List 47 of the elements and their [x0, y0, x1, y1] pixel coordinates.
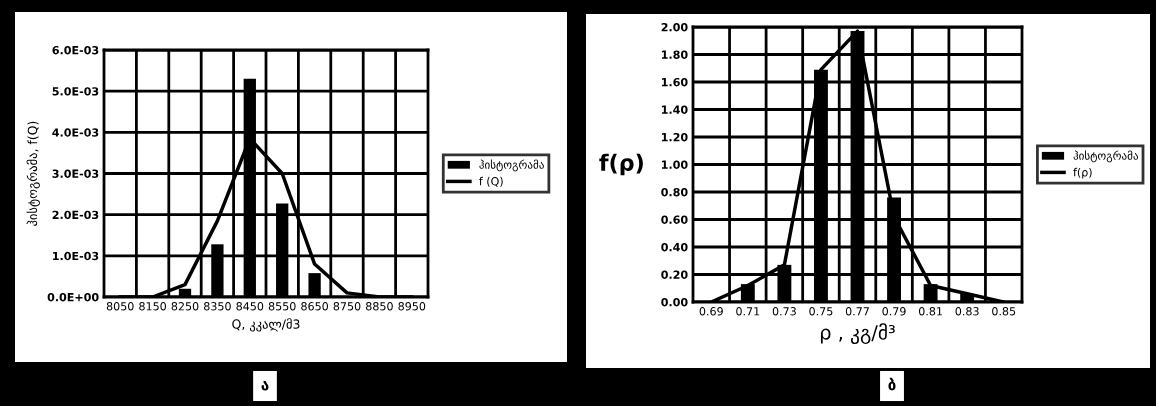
legend-label: f(ρ)	[1073, 167, 1092, 179]
text: ბ	[888, 377, 896, 391]
x-tick-label: 0.71	[736, 307, 760, 316]
y-tick-label: 2.0E-03	[52, 210, 99, 220]
x-tick-label: 8250	[171, 302, 199, 311]
x-tick-label: 8650	[301, 302, 328, 311]
y-tick-label: 1.20	[661, 132, 688, 142]
x-tick-label: 8950	[398, 302, 426, 311]
y-axis-title: f(ρ)	[599, 153, 643, 176]
x-tick-label: 8450	[236, 302, 264, 311]
x-tick-label: 8550	[268, 302, 296, 311]
x-tick-label: 0.75	[809, 307, 833, 316]
x-tick-label: 8850	[366, 302, 393, 311]
x-axis-title: ρ , კგ/მ³	[820, 323, 895, 345]
y-tick-label: 1.0E-03	[53, 251, 99, 261]
y-tick-label: 6.0E-03	[52, 45, 99, 55]
x-tick-label: 8150	[139, 302, 166, 311]
y-axis-title: ჰისტოგრამა, f(Q)	[26, 121, 40, 226]
y-tick-label: 0.60	[661, 215, 688, 224]
legend-label: ჰისტოგრამა	[479, 159, 544, 172]
x-tick-label: 0.83	[955, 307, 979, 316]
y-tick-label: 0.20	[661, 270, 688, 279]
x-tick-label: 0.77	[845, 307, 869, 316]
y-tick-label: 1.80	[661, 50, 688, 59]
y-tick-label: 2.00	[661, 22, 688, 32]
legend-label: ჰისტოგრამა	[1073, 150, 1139, 163]
y-tick-label: 0.0E+00	[47, 292, 99, 302]
y-tick-label: 4.0E-03	[52, 128, 99, 137]
y-tick-label: 5.0E-03	[52, 87, 99, 96]
x-tick-label: 0.69	[699, 307, 723, 316]
x-tick-label: 8750	[333, 302, 361, 311]
legend-label: f (Q)	[479, 176, 503, 187]
x-tick-label: 8350	[204, 302, 231, 311]
x-axis-title: Q, კკალ/მ3	[232, 318, 300, 332]
y-tick-label: 1.40	[661, 105, 688, 114]
y-tick-label: 1.60	[661, 77, 688, 87]
x-tick-label: 0.79	[882, 307, 906, 316]
x-tick-label: 0.73	[772, 307, 796, 316]
y-tick-label: 1.00	[661, 160, 688, 169]
x-tick-label: 8050	[106, 302, 134, 311]
text: ა	[261, 381, 269, 391]
y-tick-label: 3.0E-03	[52, 169, 99, 178]
x-tick-label: 0.81	[918, 307, 942, 316]
y-tick-label: 0.40	[661, 242, 688, 252]
y-tick-label: 0.80	[661, 187, 688, 197]
y-tick-label: 0.00	[661, 297, 688, 307]
x-tick-label: 0.85	[992, 307, 1016, 316]
